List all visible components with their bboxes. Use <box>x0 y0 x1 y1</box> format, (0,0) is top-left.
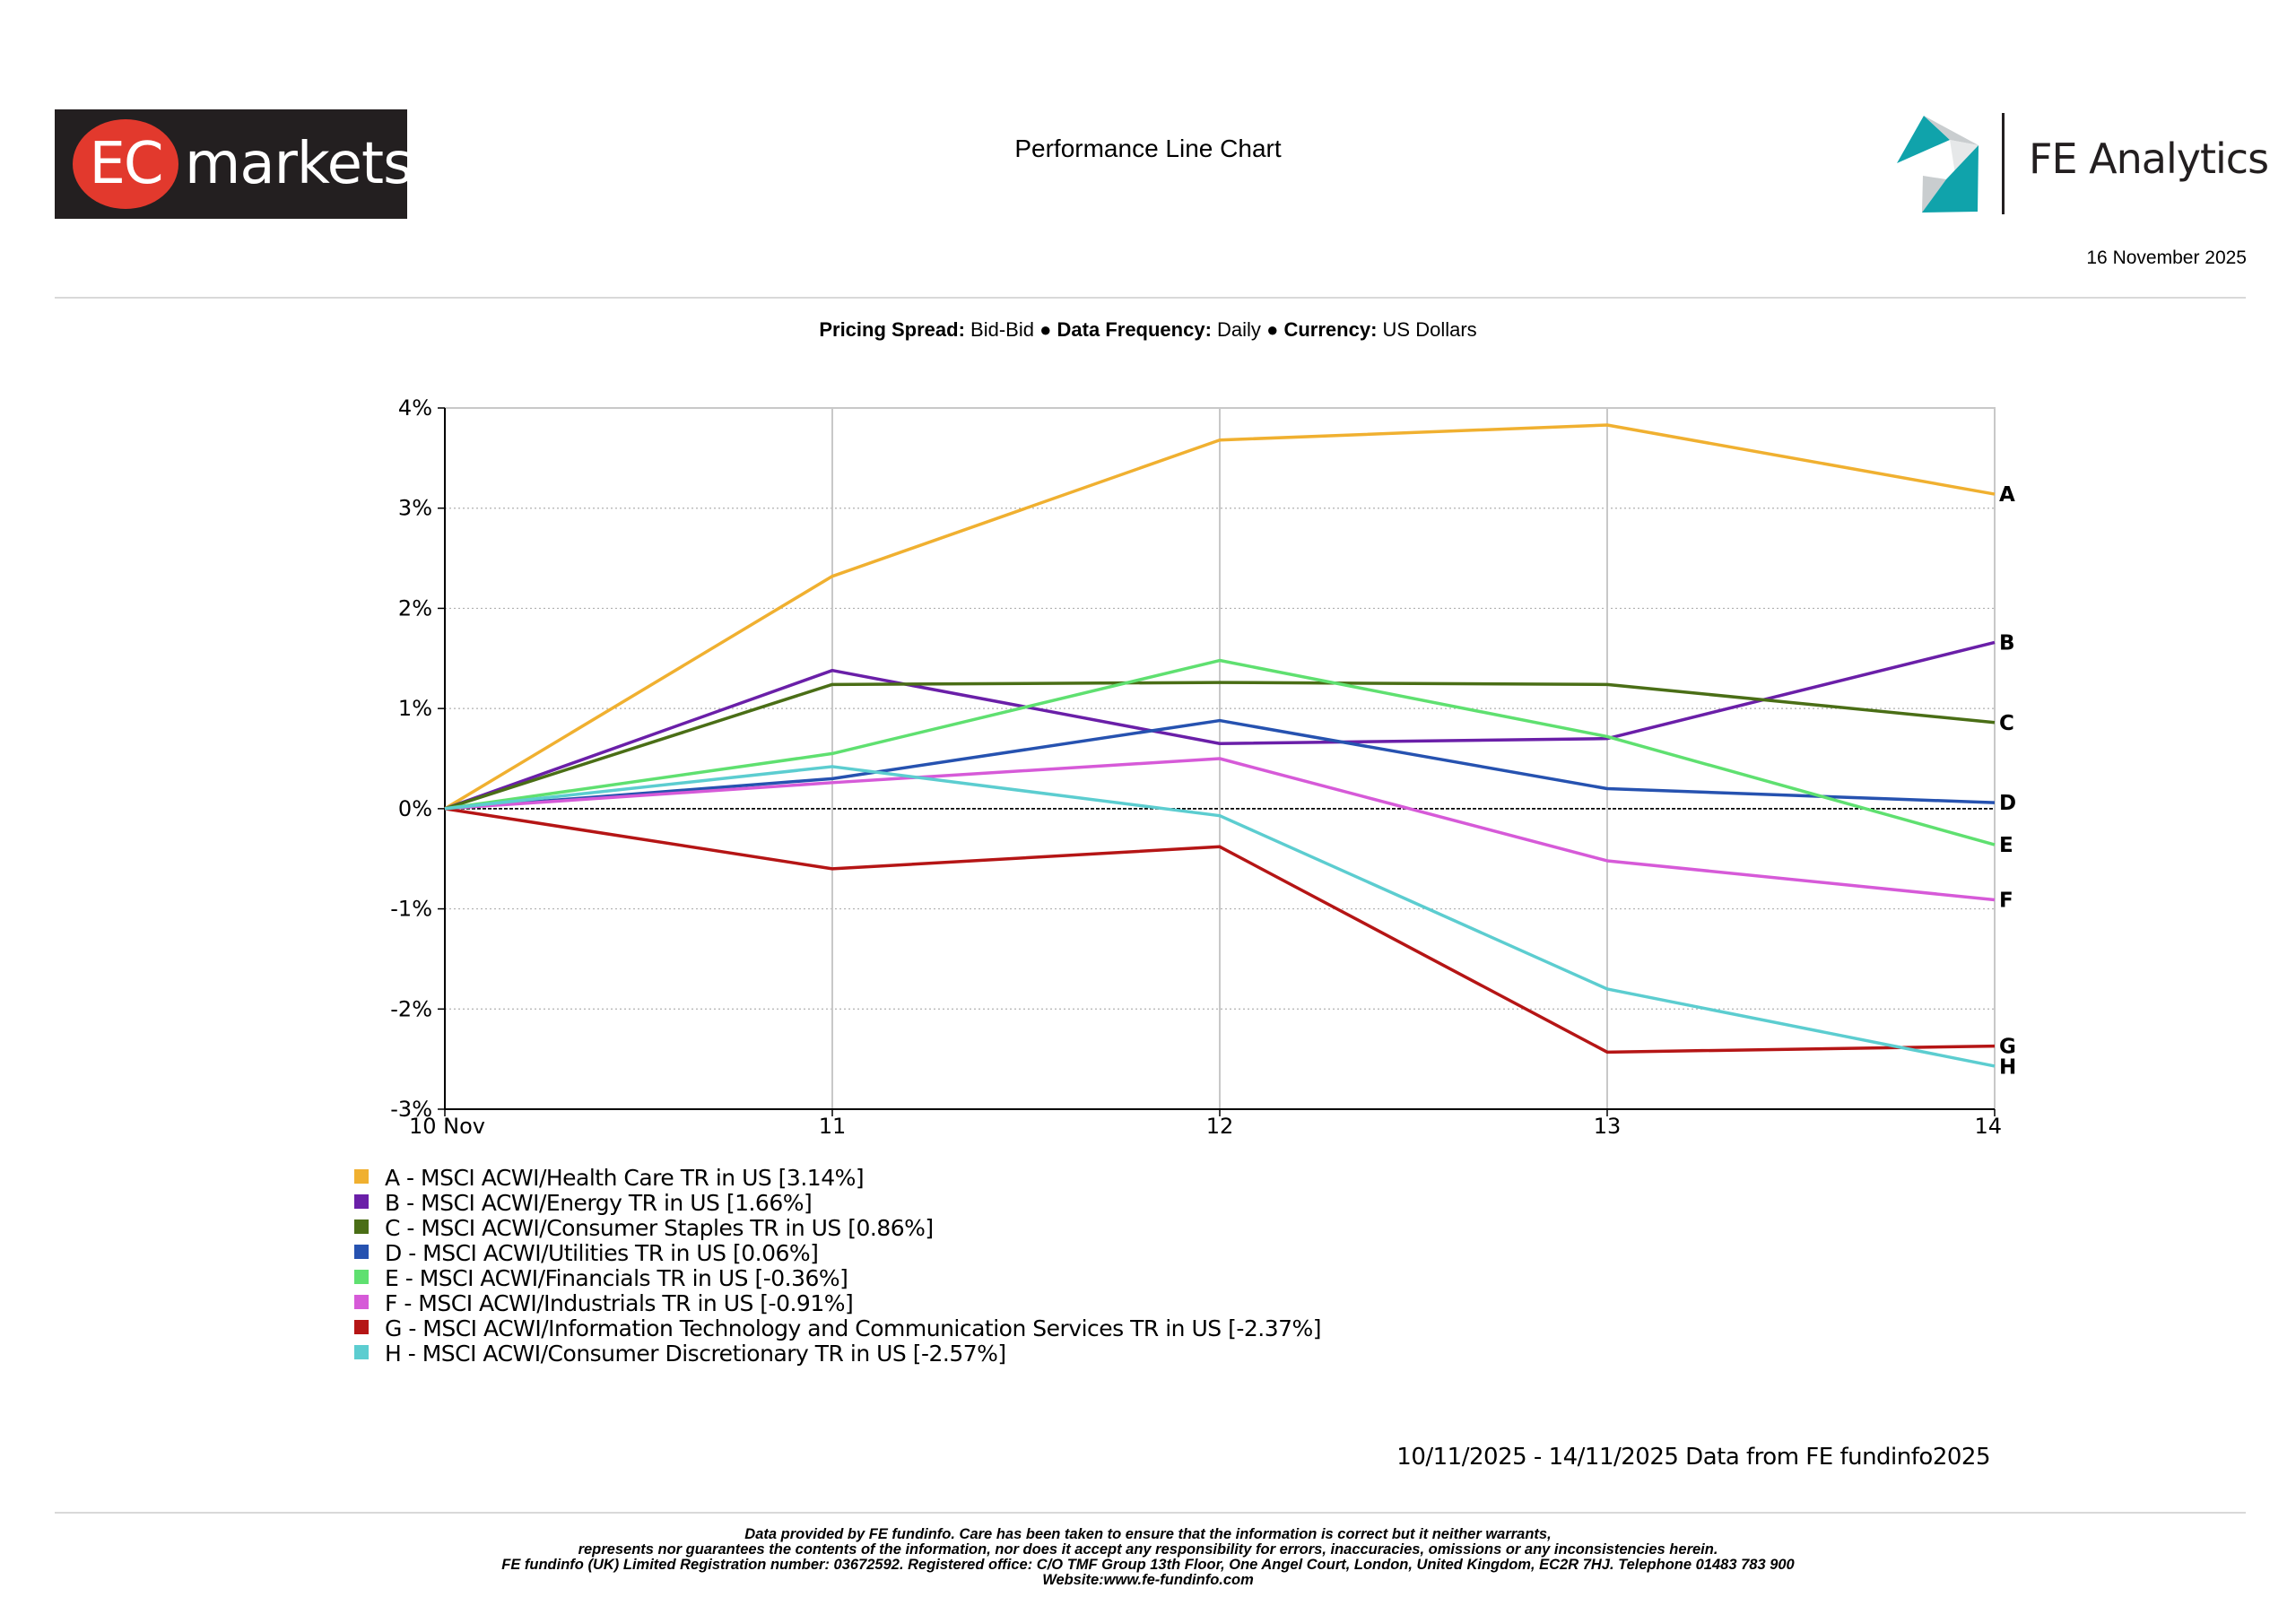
header-divider <box>55 297 2246 299</box>
legend-label: H - MSCI ACWI/Consumer Discretionary TR … <box>385 1341 1006 1367</box>
logo-divider <box>2002 113 2005 214</box>
frequency-value: Daily <box>1217 318 1261 341</box>
x-tick-label: 10 Nov <box>409 1114 485 1139</box>
legend-label: A - MSCI ACWI/Health Care TR in US [3.14… <box>385 1165 865 1191</box>
disclaimer: Data provided by FE fundinfo. Care has b… <box>0 1527 2296 1588</box>
data-range-note: 10/11/2025 - 14/11/2025 Data from FE fun… <box>1396 1444 1990 1471</box>
legend-swatch-icon <box>354 1169 369 1184</box>
analytics-brand: FE Analytics <box>2029 135 2269 183</box>
x-tick-label: 11 <box>819 1114 847 1139</box>
series-line-d <box>444 718 1996 811</box>
y-tick-label: 0% <box>398 796 432 821</box>
y-tick-label: -2% <box>390 996 432 1021</box>
disclaimer-line: FE fundinfo (UK) Limited Registration nu… <box>501 1557 1795 1573</box>
logo-badge-icon <box>73 119 178 209</box>
y-tick-label: 4% <box>398 395 432 421</box>
currency-label: Currency: <box>1283 318 1378 341</box>
legend-swatch-icon <box>354 1219 369 1234</box>
page-title: Performance Line Chart <box>1014 135 1282 162</box>
y-tick-label: 2% <box>398 595 432 621</box>
y-tick-label: -3% <box>390 1097 432 1122</box>
fe-analytics-logo-icon <box>1897 116 1979 213</box>
logo-badge-text: EC <box>89 131 163 197</box>
logo-word: markets <box>185 131 413 197</box>
pricing-label: Pricing Spread: <box>819 318 965 341</box>
currency-value: US Dollars <box>1382 318 1477 341</box>
series-line-h <box>444 765 1996 1068</box>
legend-swatch-icon <box>354 1194 369 1209</box>
series-end-label-b: B <box>1999 631 2015 655</box>
series-end-label-e: E <box>1999 834 2013 857</box>
legend-label: C - MSCI ACWI/Consumer Staples TR in US … <box>385 1215 934 1241</box>
y-tick-label: 1% <box>398 696 432 721</box>
series-end-label-g: G <box>1999 1036 2016 1059</box>
legend-swatch-icon <box>354 1270 369 1284</box>
y-tick-label: -1% <box>390 897 432 922</box>
legend-swatch-icon <box>354 1295 369 1309</box>
series-line-b <box>444 640 1996 811</box>
legend-label: B - MSCI ACWI/Energy TR in US [1.66%] <box>385 1190 813 1216</box>
report-date: 16 November 2025 <box>2086 247 2247 268</box>
x-tick-label: 14 <box>1974 1114 2002 1139</box>
x-tick-label: 12 <box>1206 1114 1234 1139</box>
series-line-a <box>444 423 1996 811</box>
series-end-label-d: D <box>1999 792 2016 815</box>
pricing-value: Bid-Bid <box>970 318 1034 341</box>
series-line-g <box>444 807 1996 1055</box>
legend-label: D - MSCI ACWI/Utilities TR in US [0.06%] <box>385 1240 819 1266</box>
legend-label: E - MSCI ACWI/Financials TR in US [-0.36… <box>385 1265 848 1291</box>
x-tick-label: 13 <box>1594 1114 1622 1139</box>
chart-settings: Pricing Spread: Bid-Bid ● Data Frequency… <box>0 318 2296 342</box>
y-tick-label: 3% <box>398 496 432 521</box>
series-end-label-c: C <box>1999 712 2014 735</box>
separator-1: ● <box>1039 318 1052 341</box>
frequency-label: Data Frequency: <box>1057 318 1212 341</box>
footer-divider <box>55 1512 2246 1514</box>
legend-swatch-icon <box>354 1345 369 1359</box>
ec-markets-logo: EC markets <box>55 109 413 219</box>
series-end-label-h: H <box>1999 1056 2016 1080</box>
series-end-label-f: F <box>1999 890 2013 913</box>
series-line-c <box>444 681 1996 811</box>
series-line-e <box>444 658 1996 846</box>
disclaimer-line: Data provided by FE fundinfo. Care has b… <box>744 1526 1552 1542</box>
separator-2: ● <box>1266 318 1279 341</box>
series-end-label-a: A <box>1999 483 2015 507</box>
legend-swatch-icon <box>354 1245 369 1259</box>
disclaimer-line: represents nor guarantees the contents o… <box>578 1541 1718 1558</box>
legend-label: F - MSCI ACWI/Industrials TR in US [-0.9… <box>385 1290 854 1316</box>
legend-label: G - MSCI ACWI/Information Technology and… <box>385 1315 1322 1341</box>
series-line-f <box>444 757 1996 902</box>
legend-swatch-icon <box>354 1320 369 1334</box>
disclaimer-line: Website:www.fe-fundinfo.com <box>1042 1572 1254 1588</box>
